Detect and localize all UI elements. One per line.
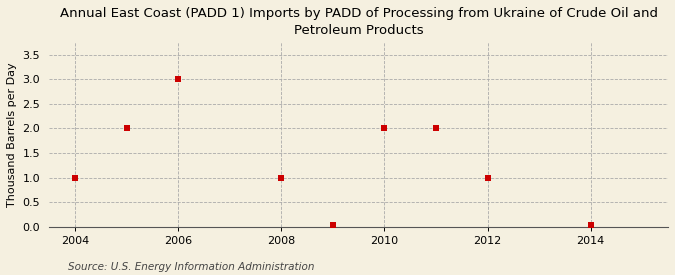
Point bbox=[122, 126, 132, 131]
Title: Annual East Coast (PADD 1) Imports by PADD of Processing from Ukraine of Crude O: Annual East Coast (PADD 1) Imports by PA… bbox=[59, 7, 657, 37]
Y-axis label: Thousand Barrels per Day: Thousand Barrels per Day bbox=[7, 62, 17, 207]
Point bbox=[70, 175, 80, 180]
Point bbox=[379, 126, 390, 131]
Point bbox=[431, 126, 441, 131]
Point bbox=[482, 175, 493, 180]
Point bbox=[585, 223, 596, 227]
Point bbox=[276, 175, 287, 180]
Text: Source: U.S. Energy Information Administration: Source: U.S. Energy Information Administ… bbox=[68, 262, 314, 271]
Point bbox=[173, 77, 184, 81]
Point bbox=[327, 223, 338, 227]
